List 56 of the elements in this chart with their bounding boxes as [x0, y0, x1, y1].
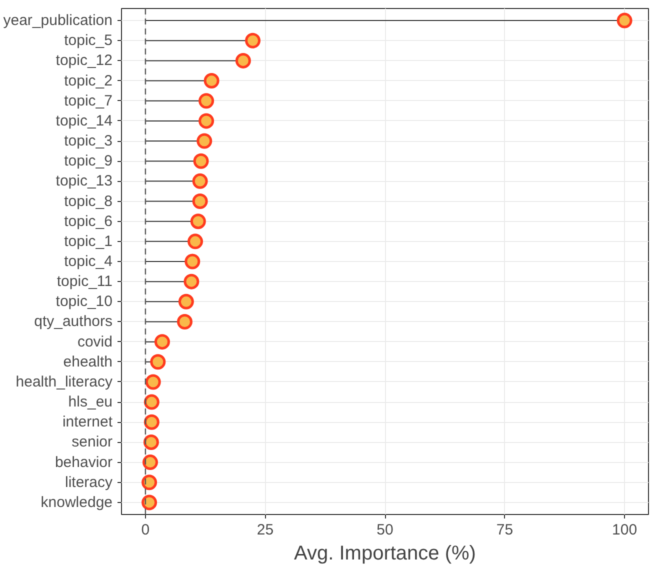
x-tick-label: 0 — [141, 522, 150, 538]
x-tick-label: 75 — [496, 522, 514, 538]
point — [142, 454, 158, 470]
y-tick-label: topic_9 — [64, 152, 113, 170]
point — [142, 494, 158, 510]
point — [150, 354, 166, 370]
y-tick-label: topic_11 — [56, 273, 113, 290]
y-tick-label: topic_7 — [64, 92, 113, 110]
y-tick-label: covid — [77, 333, 113, 350]
point — [204, 73, 220, 89]
x-tick-label: 50 — [376, 522, 394, 538]
point — [144, 394, 160, 410]
x-axis-title: Avg. Importance (%) — [294, 542, 476, 564]
y-tick-label: topic_12 — [56, 52, 113, 70]
y-tick-label: topic_4 — [64, 253, 113, 270]
point — [192, 173, 208, 189]
y-tick-label: topic_3 — [64, 132, 113, 150]
y-tick-label: knowledge — [40, 494, 112, 511]
y-tick-label: topic_14 — [56, 112, 113, 130]
y-tick-label: topic_1 — [64, 232, 113, 250]
y-tick-label: hls_eu — [68, 394, 112, 411]
point — [235, 52, 251, 68]
y-tick-label: health_literacy — [16, 373, 113, 390]
y-tick-label: literacy — [64, 474, 113, 491]
x-tick-label: 100 — [612, 522, 638, 538]
y-tick-label: qty_authors — [34, 313, 113, 330]
point — [176, 314, 192, 330]
y-tick-label: behavior — [54, 454, 113, 471]
point — [245, 32, 261, 48]
y-tick-label: topic_2 — [64, 72, 113, 90]
point — [142, 474, 158, 490]
point — [145, 374, 161, 390]
y-tick-label: topic_8 — [64, 192, 113, 210]
x-tick-label: 25 — [256, 522, 274, 538]
point — [198, 93, 214, 109]
point — [144, 414, 160, 430]
y-tick-label: topic_6 — [64, 212, 113, 230]
point — [196, 133, 212, 149]
point — [154, 334, 170, 350]
point — [143, 434, 159, 450]
y-tick-label: topic_13 — [56, 172, 113, 190]
point — [190, 214, 206, 230]
point — [616, 12, 632, 28]
y-tick-label: topic_10 — [56, 293, 113, 310]
point — [192, 194, 208, 209]
point — [198, 113, 214, 129]
y-tick-label: topic_5 — [64, 32, 113, 50]
point — [178, 294, 194, 310]
y-tick-label: year_publication — [3, 12, 113, 30]
point — [184, 274, 200, 290]
point — [188, 234, 204, 250]
y-tick-label: ehealth — [63, 353, 113, 370]
y-tick-label: internet — [62, 414, 114, 431]
point — [184, 254, 200, 270]
point — [193, 153, 209, 169]
y-tick-label: senior — [72, 434, 113, 451]
